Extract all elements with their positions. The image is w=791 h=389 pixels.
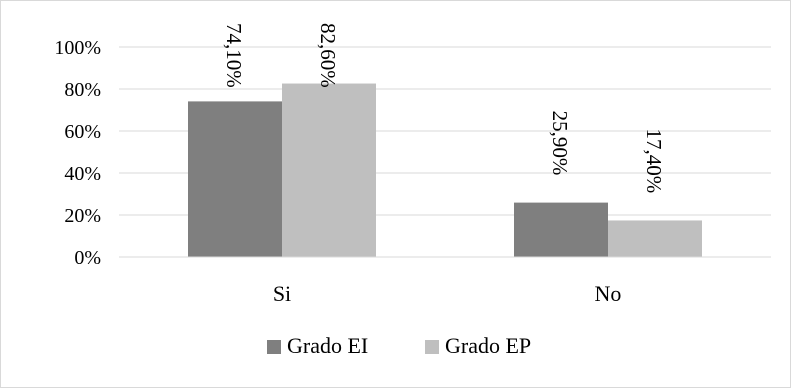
legend-label: Grado EP [445,333,531,358]
y-tick-label: 100% [54,37,101,59]
y-tick-label: 40% [64,163,101,185]
bar [282,83,376,257]
data-label: 74,10% [222,23,246,88]
y-axis-tick-labels: 0% 20% 40% 60% 80% 100% [54,37,101,269]
bar [188,101,282,257]
category-label: Si [273,281,291,306]
data-label: 82,60% [316,23,340,88]
legend-swatch [267,340,281,354]
y-tick-label: 20% [64,205,101,227]
y-tick-label: 0% [74,247,101,269]
bar [514,202,608,257]
data-labels: 74,10% 82,60% 25,90% 17,40% [222,23,666,193]
legend-swatch [425,340,439,354]
bar [608,220,702,257]
y-tick-label: 80% [64,79,101,101]
category-label: No [595,281,622,306]
y-tick-label: 60% [64,121,101,143]
legend-label: Grado EI [287,333,368,358]
legend: Grado EI Grado EP [267,333,531,358]
data-label: 25,90% [548,111,572,176]
category-labels: Si No [273,281,622,306]
bars [188,83,702,257]
data-label: 17,40% [642,128,666,193]
